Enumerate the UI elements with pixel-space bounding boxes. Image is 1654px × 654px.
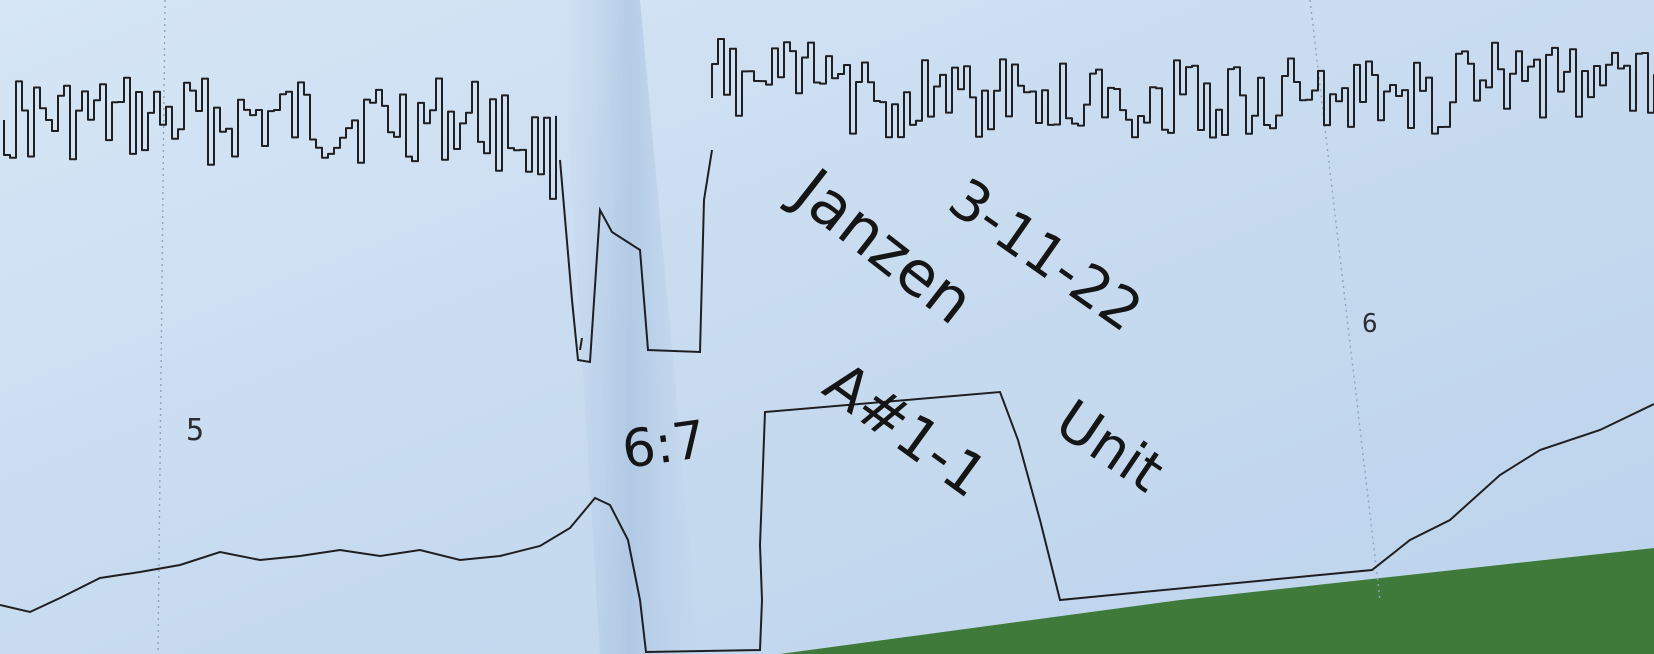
paper-fold-shadow <box>560 0 700 654</box>
minute-mark-5: 5 <box>186 413 204 448</box>
handwritten-time: 6:7 <box>618 410 709 481</box>
contraction-trace <box>0 390 1654 654</box>
grid-line <box>157 0 166 654</box>
heart-rate-trace-gap <box>559 149 713 364</box>
heart-rate-trace <box>3 76 557 200</box>
heart-rate-trace <box>711 38 1654 139</box>
minute-mark-6: 6 <box>1362 309 1378 339</box>
trace-tick <box>579 337 583 351</box>
